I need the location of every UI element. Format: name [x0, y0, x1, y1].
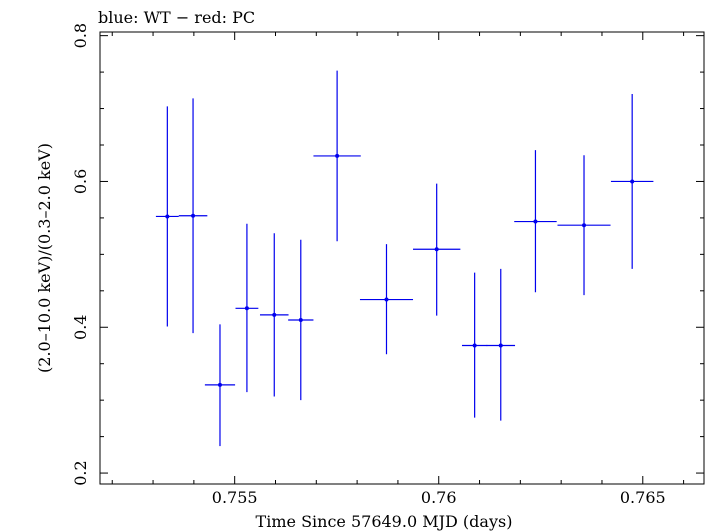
- data-point: [155, 106, 179, 327]
- x-tick-label: 0.76: [421, 488, 457, 507]
- data-point: [288, 239, 314, 401]
- point-marker: [165, 214, 170, 219]
- data-point: [486, 268, 516, 421]
- point-marker: [630, 179, 635, 184]
- point-marker: [335, 153, 340, 158]
- point-marker: [498, 343, 503, 348]
- point-marker: [533, 219, 538, 224]
- x-tick-label: 0.765: [620, 488, 666, 507]
- data-point: [359, 244, 414, 355]
- data-point: [178, 98, 208, 334]
- y-tick-label: 0.6: [71, 169, 90, 194]
- point-marker: [244, 306, 249, 311]
- point-marker: [217, 382, 222, 387]
- data-point: [514, 150, 557, 293]
- point-marker: [582, 223, 587, 228]
- point-marker: [384, 297, 389, 302]
- x-tick-label: 0.755: [212, 488, 258, 507]
- axis-ticks: 0.755 0.76 0.765 0.2 0.4 0.6 0.8: [71, 23, 704, 507]
- point-marker: [472, 343, 477, 348]
- y-axis-label: (2.0–10.0 keV)/(0.3–2.0 keV): [35, 143, 54, 373]
- chart-title: blue: WT − red: PC: [98, 8, 255, 27]
- point-marker: [191, 213, 196, 218]
- data-point: [557, 155, 611, 296]
- data-marks: [155, 70, 654, 447]
- point-marker: [298, 317, 303, 322]
- data-point: [235, 223, 259, 393]
- point-marker: [272, 312, 277, 317]
- data-point: [259, 233, 289, 397]
- plot-frame: [99, 31, 705, 485]
- data-point: [204, 324, 236, 447]
- data-point: [413, 183, 461, 316]
- data-point: [610, 93, 654, 269]
- y-tick-label: 0.8: [71, 23, 90, 48]
- point-marker: [434, 247, 439, 252]
- y-tick-label: 0.2: [71, 460, 90, 485]
- data-point: [461, 272, 488, 418]
- data-point: [313, 70, 361, 242]
- x-axis-label: Time Since 57649.0 MJD (days): [256, 512, 513, 531]
- y-tick-label: 0.4: [71, 315, 90, 340]
